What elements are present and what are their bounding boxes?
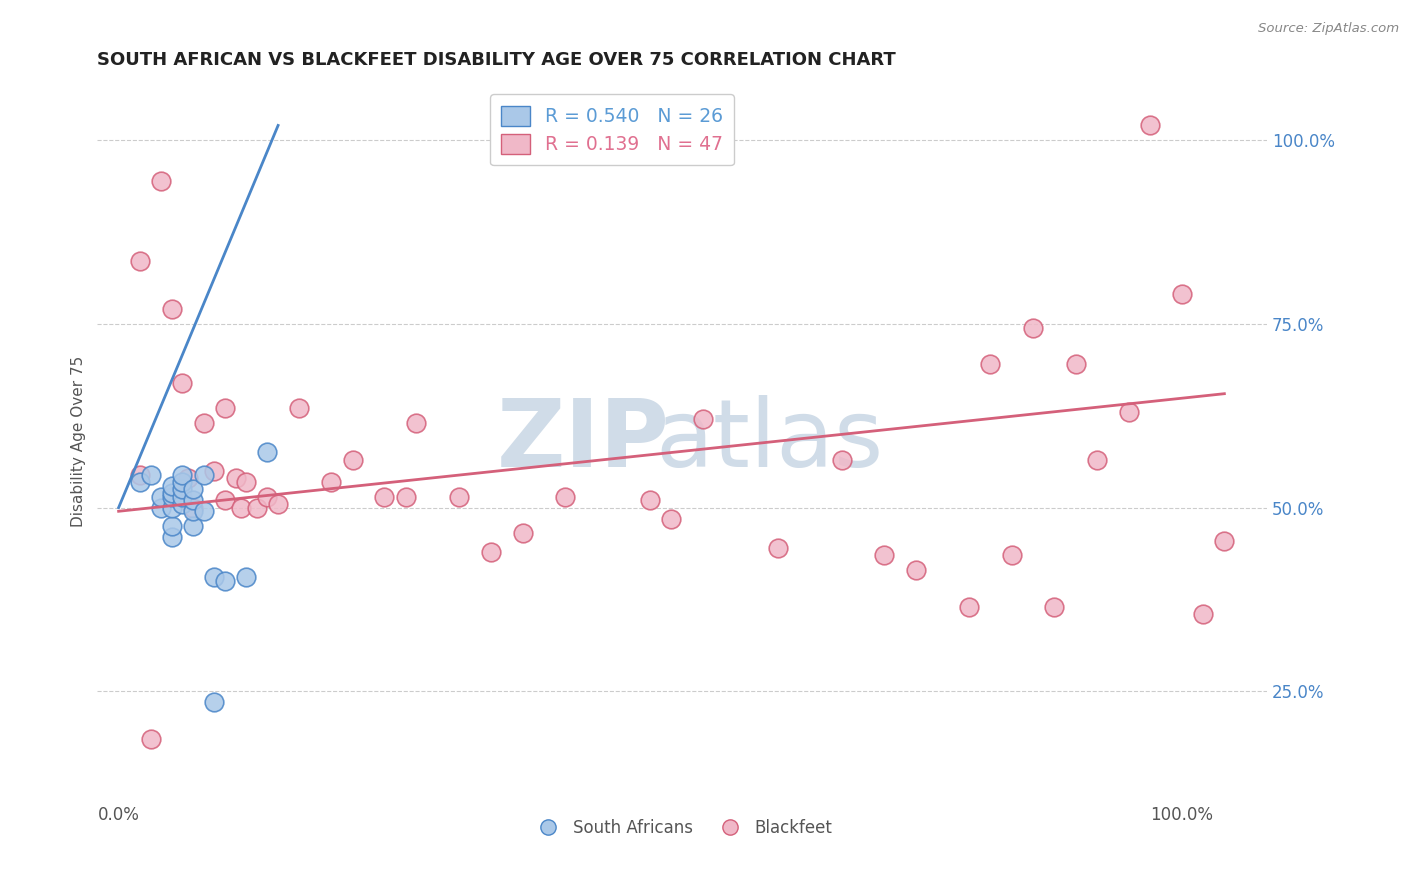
- Point: [873, 549, 896, 563]
- Point: [692, 412, 714, 426]
- Point: [288, 401, 311, 416]
- Point: [1192, 607, 1215, 622]
- Point: [181, 519, 204, 533]
- Point: [172, 467, 194, 482]
- Point: [1139, 119, 1161, 133]
- Point: [246, 500, 269, 515]
- Point: [193, 504, 215, 518]
- Point: [177, 471, 200, 485]
- Point: [181, 482, 204, 496]
- Point: [1064, 357, 1087, 371]
- Point: [214, 574, 236, 588]
- Point: [139, 467, 162, 482]
- Point: [766, 541, 789, 555]
- Point: [225, 471, 247, 485]
- Point: [128, 475, 150, 489]
- Point: [202, 570, 225, 584]
- Point: [160, 302, 183, 317]
- Text: atlas: atlas: [655, 395, 884, 487]
- Point: [160, 500, 183, 515]
- Point: [638, 493, 661, 508]
- Point: [214, 401, 236, 416]
- Point: [202, 464, 225, 478]
- Point: [905, 563, 928, 577]
- Point: [979, 357, 1001, 371]
- Point: [128, 467, 150, 482]
- Point: [267, 497, 290, 511]
- Point: [235, 475, 257, 489]
- Legend: South Africans, Blackfeet: South Africans, Blackfeet: [524, 813, 839, 844]
- Point: [1171, 287, 1194, 301]
- Point: [193, 416, 215, 430]
- Point: [405, 416, 427, 430]
- Point: [1043, 599, 1066, 614]
- Point: [181, 493, 204, 508]
- Point: [214, 493, 236, 508]
- Text: SOUTH AFRICAN VS BLACKFEET DISABILITY AGE OVER 75 CORRELATION CHART: SOUTH AFRICAN VS BLACKFEET DISABILITY AG…: [97, 51, 896, 69]
- Point: [172, 497, 194, 511]
- Point: [202, 695, 225, 709]
- Point: [342, 453, 364, 467]
- Point: [1085, 453, 1108, 467]
- Point: [321, 475, 343, 489]
- Point: [181, 500, 204, 515]
- Point: [479, 544, 502, 558]
- Point: [831, 453, 853, 467]
- Point: [139, 732, 162, 747]
- Point: [172, 482, 194, 496]
- Point: [150, 490, 173, 504]
- Point: [193, 467, 215, 482]
- Point: [172, 490, 194, 504]
- Point: [1001, 549, 1024, 563]
- Point: [160, 490, 183, 504]
- Point: [181, 504, 204, 518]
- Point: [1022, 320, 1045, 334]
- Point: [957, 599, 980, 614]
- Point: [1213, 533, 1236, 548]
- Point: [128, 254, 150, 268]
- Point: [235, 570, 257, 584]
- Text: ZIP: ZIP: [496, 395, 669, 487]
- Point: [150, 173, 173, 187]
- Point: [150, 500, 173, 515]
- Point: [554, 490, 576, 504]
- Point: [160, 530, 183, 544]
- Point: [160, 519, 183, 533]
- Point: [172, 475, 194, 489]
- Point: [160, 486, 183, 500]
- Y-axis label: Disability Age Over 75: Disability Age Over 75: [72, 356, 86, 527]
- Point: [512, 526, 534, 541]
- Text: Source: ZipAtlas.com: Source: ZipAtlas.com: [1258, 22, 1399, 36]
- Point: [447, 490, 470, 504]
- Point: [373, 490, 395, 504]
- Point: [172, 376, 194, 390]
- Point: [395, 490, 418, 504]
- Point: [1118, 405, 1140, 419]
- Point: [256, 490, 278, 504]
- Point: [661, 511, 683, 525]
- Point: [229, 500, 252, 515]
- Point: [160, 478, 183, 492]
- Point: [256, 445, 278, 459]
